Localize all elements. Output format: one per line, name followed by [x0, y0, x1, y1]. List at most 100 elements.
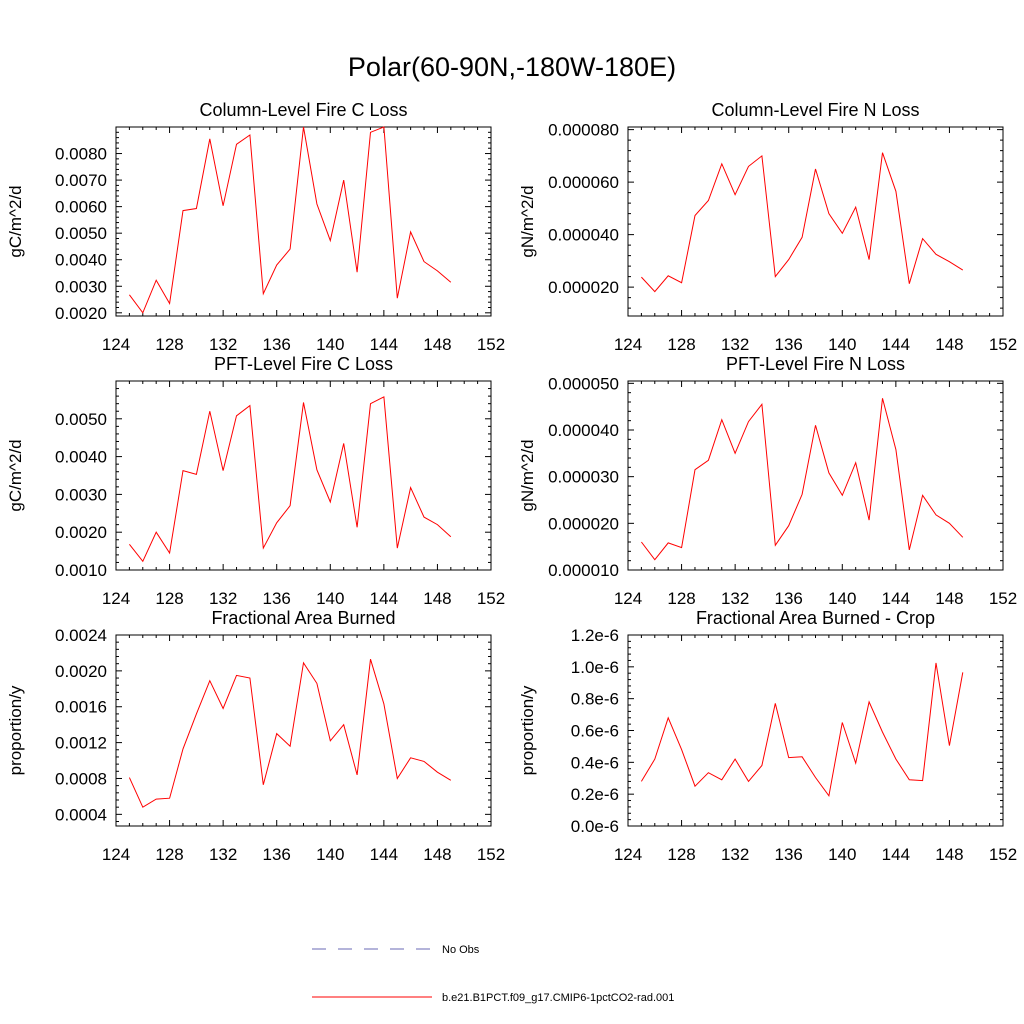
- y-tick-label: 0.0030: [55, 277, 107, 296]
- y-tick-label: 0.2e-6: [571, 785, 619, 804]
- y-axis-label: proportion/y: [6, 685, 25, 775]
- y-tick-label: 0.0e-6: [571, 817, 619, 836]
- subplot-title: Column-Level Fire C Loss: [199, 100, 407, 120]
- y-tick-label: 0.0020: [55, 523, 107, 542]
- panel-column-fire-n-loss: 124 128 132 136 140 144 148 152 0.000020 0.000040…: [518, 100, 1017, 354]
- y-tick-label: 0.0040: [55, 448, 107, 467]
- x-tick-label: 152: [989, 335, 1017, 354]
- model-series-line: [640, 662, 964, 798]
- x-tick-label: 128: [667, 589, 695, 608]
- x-tick-label: 124: [614, 845, 642, 864]
- y-axis-label: gN/m^2/d: [518, 185, 537, 257]
- x-tick-label: 132: [721, 589, 749, 608]
- y-tick-label: 0.000040: [548, 421, 619, 440]
- x-tick-label: 152: [477, 845, 505, 864]
- x-tick-label: 136: [775, 845, 803, 864]
- x-tick-label: 148: [935, 845, 963, 864]
- x-tick-label: 152: [989, 845, 1017, 864]
- model-series-line: [128, 659, 452, 808]
- y-tick-label: 0.0012: [55, 734, 107, 753]
- y-tick-label: 0.0050: [55, 410, 107, 429]
- x-tick-label: 144: [370, 845, 398, 864]
- x-tick-label: 148: [935, 589, 963, 608]
- y-tick-label: 0.0080: [55, 145, 107, 164]
- y-tick-label: 0.4e-6: [571, 753, 619, 772]
- panel-fractional-area-burned-crop: 124 128 132 136 140 144 148 152 0.0e-6 0.2e-6 0.4e…: [518, 608, 1017, 864]
- x-tick-label: 136: [775, 335, 803, 354]
- y-tick-label: 0.000080: [548, 121, 619, 140]
- x-tick-label: 144: [882, 589, 910, 608]
- x-tick-label: 140: [316, 589, 344, 608]
- y-tick-label: 0.0040: [55, 251, 107, 270]
- x-tick-label: 148: [423, 589, 451, 608]
- x-tick-label: 140: [828, 845, 856, 864]
- y-tick-label: 0.0010: [55, 561, 107, 580]
- y-tick-label: 0.8e-6: [571, 690, 619, 709]
- legend-obs-label: No Obs: [442, 944, 480, 956]
- y-tick-label: 1.2e-6: [571, 626, 619, 645]
- y-tick-label: 0.0060: [55, 198, 107, 217]
- model-series-line: [641, 398, 964, 561]
- y-tick-label: 0.0030: [55, 485, 107, 504]
- y-tick-label: 0.000010: [548, 561, 619, 580]
- x-tick-label: 152: [989, 589, 1017, 608]
- subplot-title: Fractional Area Burned - Crop: [696, 608, 935, 628]
- x-tick-label: 144: [882, 335, 910, 354]
- subplot-title: Column-Level Fire N Loss: [711, 100, 919, 120]
- panel-pft-fire-c-loss: 124 128 132 136 140 144 148 152 0.0010 0.0020 0.00…: [6, 354, 505, 608]
- y-axis-label: proportion/y: [518, 685, 537, 775]
- y-tick-label: 0.000060: [548, 173, 619, 192]
- x-tick-label: 136: [775, 589, 803, 608]
- x-tick-label: 132: [209, 335, 237, 354]
- x-tick-label: 144: [370, 589, 398, 608]
- y-tick-label: 0.0050: [55, 224, 107, 243]
- x-tick-label: 136: [263, 845, 291, 864]
- legend-model-label: b.e21.B1PCT.f09_g17.CMIP6-1pctCO2-rad.00…: [442, 992, 674, 1004]
- x-tick-label: 148: [935, 335, 963, 354]
- x-tick-label: 136: [263, 589, 291, 608]
- y-tick-label: 0.0070: [55, 171, 107, 190]
- x-tick-label: 124: [102, 845, 130, 864]
- x-tick-label: 124: [102, 589, 130, 608]
- y-axis-label: gC/m^2/d: [6, 439, 25, 511]
- x-tick-label: 128: [667, 335, 695, 354]
- x-tick-label: 136: [263, 335, 291, 354]
- x-tick-label: 140: [828, 335, 856, 354]
- subplot-title: PFT-Level Fire C Loss: [214, 354, 393, 374]
- y-tick-label: 0.000020: [548, 514, 619, 533]
- x-tick-label: 128: [155, 335, 183, 354]
- y-axis-label: gN/m^2/d: [518, 439, 537, 511]
- x-tick-label: 124: [614, 589, 642, 608]
- x-tick-label: 132: [721, 335, 749, 354]
- model-series-line: [129, 396, 452, 563]
- plot-frame: [115, 380, 492, 571]
- y-axis-label: gC/m^2/d: [6, 185, 25, 257]
- y-tick-label: 0.6e-6: [571, 722, 619, 741]
- x-tick-label: 152: [477, 589, 505, 608]
- panel-pft-fire-n-loss: 124 128 132 136 140 144 148 152 0.000010 0.000020…: [518, 354, 1017, 608]
- legend: No Obs b.e21.B1PCT.f09_g17.CMIP6-1pctCO2…: [312, 944, 674, 1004]
- y-tick-label: 0.000030: [548, 468, 619, 487]
- plot-frame: [627, 380, 1004, 571]
- x-tick-label: 124: [614, 335, 642, 354]
- x-tick-label: 152: [477, 335, 505, 354]
- x-tick-label: 148: [423, 335, 451, 354]
- panel-column-fire-c-loss: 124 128 132 136 140 144 148 152 0.0020 0.0030 0.00…: [6, 100, 505, 354]
- x-tick-label: 144: [370, 335, 398, 354]
- y-tick-label: 0.000020: [548, 278, 619, 297]
- x-tick-label: 124: [102, 335, 130, 354]
- y-tick-label: 0.0016: [55, 698, 107, 717]
- y-tick-label: 0.0020: [55, 662, 107, 681]
- y-tick-label: 0.0020: [55, 304, 107, 323]
- x-tick-label: 132: [209, 589, 237, 608]
- y-tick-label: 0.000050: [548, 374, 619, 393]
- x-tick-label: 140: [828, 589, 856, 608]
- y-tick-label: 0.0008: [55, 769, 107, 788]
- subplot-title: Fractional Area Burned: [211, 608, 395, 628]
- x-tick-label: 140: [316, 335, 344, 354]
- x-tick-label: 140: [316, 845, 344, 864]
- model-series-line: [641, 152, 964, 293]
- figure-title: Polar(60-90N,-180W-180E): [347, 52, 677, 82]
- y-tick-label: 0.0024: [55, 626, 107, 645]
